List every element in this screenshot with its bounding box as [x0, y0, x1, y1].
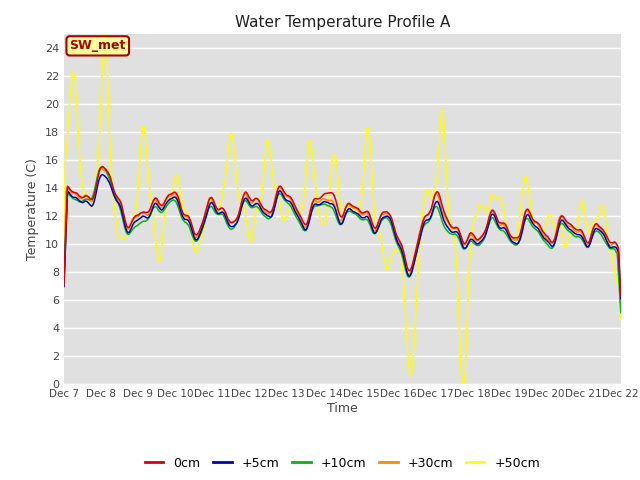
Y-axis label: Temperature (C): Temperature (C)	[26, 158, 39, 260]
0cm	[399, 248, 407, 254]
+5cm	[60, 284, 68, 289]
+50cm	[101, 20, 109, 25]
+10cm	[470, 241, 478, 247]
+10cm	[296, 220, 304, 226]
Line: +10cm: +10cm	[64, 167, 621, 312]
0cm	[60, 281, 68, 287]
+30cm	[617, 304, 625, 310]
+30cm	[470, 236, 478, 241]
+5cm	[296, 217, 304, 223]
0cm	[470, 233, 478, 239]
Line: +30cm: +30cm	[64, 168, 621, 307]
+5cm	[617, 296, 625, 301]
+50cm	[459, 387, 467, 393]
+30cm	[234, 212, 242, 217]
+10cm	[399, 258, 407, 264]
Title: Water Temperature Profile A: Water Temperature Profile A	[235, 15, 450, 30]
0cm	[567, 222, 575, 228]
+5cm	[399, 254, 407, 260]
Line: +5cm: +5cm	[64, 175, 621, 299]
+5cm	[470, 239, 478, 244]
0cm	[617, 293, 625, 299]
+30cm	[399, 252, 407, 258]
+50cm	[234, 192, 242, 197]
0cm	[373, 224, 381, 229]
+5cm	[99, 172, 106, 178]
+10cm	[99, 164, 106, 169]
+30cm	[296, 214, 304, 220]
Legend: 0cm, +5cm, +10cm, +30cm, +50cm: 0cm, +5cm, +10cm, +30cm, +50cm	[140, 452, 545, 475]
+5cm	[234, 216, 242, 222]
+30cm	[373, 225, 381, 230]
+10cm	[234, 216, 242, 221]
+10cm	[567, 229, 575, 235]
+50cm	[568, 230, 576, 236]
+30cm	[60, 264, 68, 269]
+50cm	[373, 225, 381, 231]
+50cm	[296, 211, 304, 217]
0cm	[296, 213, 304, 218]
+5cm	[373, 228, 381, 234]
+50cm	[399, 274, 407, 280]
Line: +50cm: +50cm	[64, 23, 621, 390]
Line: 0cm: 0cm	[64, 167, 621, 296]
+50cm	[60, 237, 68, 242]
+50cm	[617, 315, 625, 321]
+30cm	[567, 223, 575, 229]
+10cm	[617, 310, 625, 315]
0cm	[234, 213, 242, 218]
+5cm	[567, 227, 575, 233]
+10cm	[60, 271, 68, 277]
+30cm	[97, 166, 105, 171]
0cm	[99, 164, 106, 170]
+10cm	[373, 228, 381, 234]
X-axis label: Time: Time	[327, 402, 358, 415]
Text: SW_met: SW_met	[70, 39, 126, 52]
+50cm	[472, 214, 479, 219]
